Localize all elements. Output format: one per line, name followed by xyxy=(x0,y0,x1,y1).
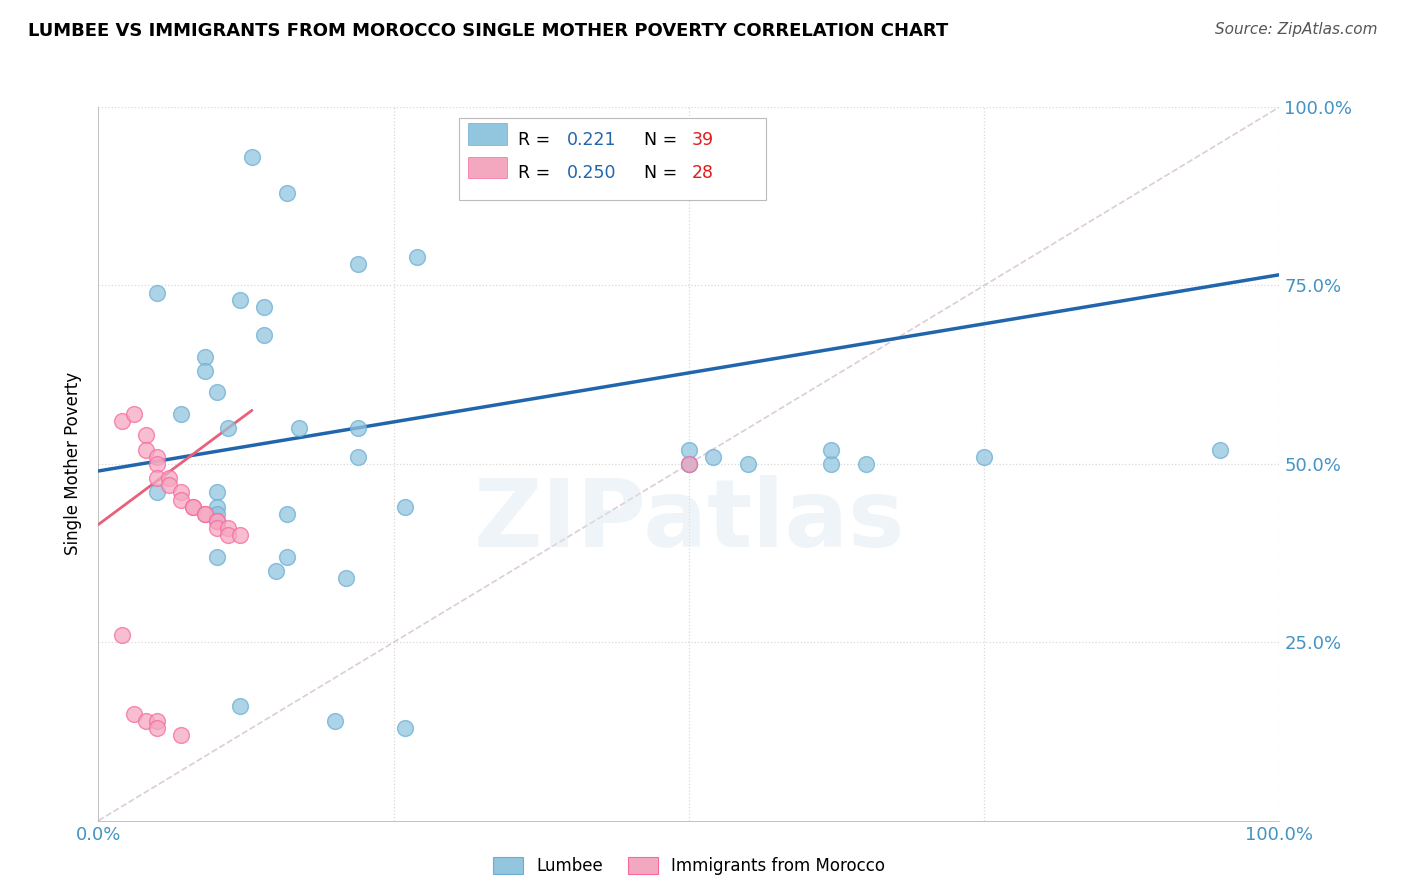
Point xyxy=(170,407,193,421)
Point xyxy=(157,478,180,492)
Text: 0.250: 0.250 xyxy=(567,164,617,182)
FancyBboxPatch shape xyxy=(468,123,508,145)
Text: 0.221: 0.221 xyxy=(567,130,617,149)
Point xyxy=(194,507,217,521)
Point xyxy=(146,721,169,735)
Point xyxy=(217,421,239,435)
Point xyxy=(229,699,252,714)
Point xyxy=(820,442,842,457)
Point xyxy=(181,500,204,514)
Point xyxy=(205,500,228,514)
Text: 39: 39 xyxy=(692,130,713,149)
Point xyxy=(820,457,842,471)
FancyBboxPatch shape xyxy=(458,118,766,200)
Point xyxy=(170,485,193,500)
Point xyxy=(264,564,287,578)
Legend: Lumbee, Immigrants from Morocco: Lumbee, Immigrants from Morocco xyxy=(485,849,893,884)
Point xyxy=(205,507,228,521)
Point xyxy=(135,714,157,728)
Point xyxy=(406,250,429,264)
Point xyxy=(678,457,700,471)
Point xyxy=(347,257,370,271)
Point xyxy=(205,514,228,528)
Point xyxy=(111,414,134,428)
Text: R =: R = xyxy=(517,130,555,149)
Text: ZIPatlas: ZIPatlas xyxy=(474,475,904,567)
Text: R =: R = xyxy=(517,164,555,182)
Point xyxy=(347,421,370,435)
Point xyxy=(135,428,157,442)
Point xyxy=(678,442,700,457)
Point xyxy=(146,450,169,464)
Text: Source: ZipAtlas.com: Source: ZipAtlas.com xyxy=(1215,22,1378,37)
Point xyxy=(1209,442,1232,457)
Point xyxy=(181,500,204,514)
Point xyxy=(157,471,180,485)
Point xyxy=(855,457,877,471)
Point xyxy=(194,507,217,521)
Point xyxy=(170,728,193,742)
Text: LUMBEE VS IMMIGRANTS FROM MOROCCO SINGLE MOTHER POVERTY CORRELATION CHART: LUMBEE VS IMMIGRANTS FROM MOROCCO SINGLE… xyxy=(28,22,949,40)
Point xyxy=(217,528,239,542)
Point xyxy=(205,514,228,528)
Point xyxy=(205,549,228,564)
Y-axis label: Single Mother Poverty: Single Mother Poverty xyxy=(65,372,83,556)
Point xyxy=(394,721,416,735)
Point xyxy=(288,421,311,435)
Point xyxy=(229,528,252,542)
Point xyxy=(146,471,169,485)
Point xyxy=(146,457,169,471)
Text: N =: N = xyxy=(644,164,683,182)
Point xyxy=(737,457,759,471)
Point xyxy=(323,714,346,728)
Point xyxy=(347,450,370,464)
Point xyxy=(122,407,145,421)
Point xyxy=(253,300,276,314)
Point xyxy=(122,706,145,721)
Point xyxy=(217,521,239,535)
Point xyxy=(253,328,276,343)
Point xyxy=(276,507,298,521)
Text: 28: 28 xyxy=(692,164,713,182)
Point xyxy=(135,442,157,457)
Point xyxy=(205,485,228,500)
Point xyxy=(229,293,252,307)
Point xyxy=(146,714,169,728)
Point xyxy=(205,521,228,535)
Point xyxy=(276,186,298,200)
Point xyxy=(276,549,298,564)
Point xyxy=(146,285,169,300)
Point xyxy=(170,492,193,507)
Point xyxy=(205,385,228,400)
Point xyxy=(194,364,217,378)
FancyBboxPatch shape xyxy=(468,157,508,178)
Point xyxy=(394,500,416,514)
Point xyxy=(240,150,263,164)
Point xyxy=(194,350,217,364)
Text: N =: N = xyxy=(644,130,683,149)
Point xyxy=(146,485,169,500)
Point xyxy=(702,450,724,464)
Point xyxy=(678,457,700,471)
Point xyxy=(973,450,995,464)
Point xyxy=(678,457,700,471)
Point xyxy=(111,628,134,642)
Point xyxy=(335,571,357,585)
